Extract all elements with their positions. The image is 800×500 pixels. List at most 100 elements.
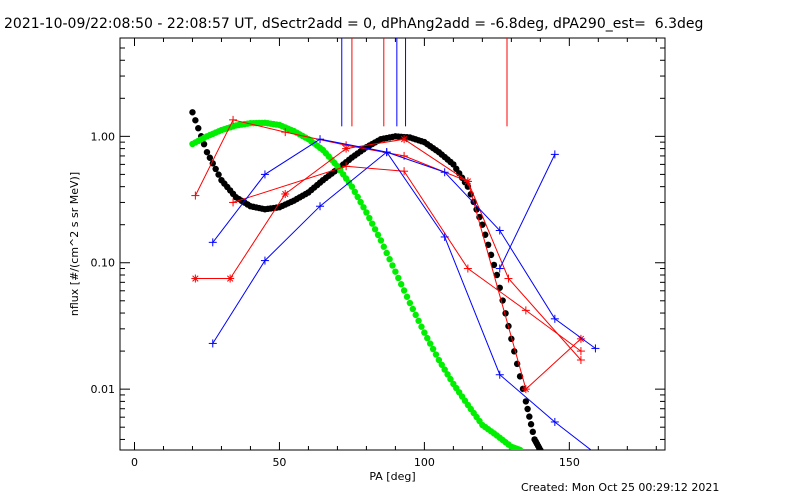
curve-dot xyxy=(366,214,373,222)
data-point xyxy=(521,385,530,394)
data-point xyxy=(521,306,530,315)
data-point xyxy=(229,115,238,124)
curve-dot xyxy=(200,140,208,148)
data-point xyxy=(463,177,472,186)
data-point xyxy=(440,232,449,241)
x-axis-label: PA [deg] xyxy=(369,470,415,483)
curve-dot xyxy=(215,171,222,178)
series-line xyxy=(499,154,556,269)
y-axis-label: nflux [#/(cm^2 s sr MeV)] xyxy=(68,172,81,316)
curve-dot xyxy=(374,231,382,239)
curve-dot xyxy=(377,237,385,244)
data-point xyxy=(260,256,269,265)
curve-dot xyxy=(206,154,214,161)
curve-dot xyxy=(360,204,367,211)
curve-dot xyxy=(406,299,414,307)
curve-dot xyxy=(421,329,428,336)
data-point xyxy=(281,128,290,137)
curve-dot xyxy=(426,340,434,347)
curve-dot xyxy=(412,311,419,319)
curve-dot xyxy=(522,398,530,405)
y-tick-label: 0.01 xyxy=(91,383,116,396)
curve-dot xyxy=(490,261,498,269)
curve-dot xyxy=(400,287,408,294)
data-point xyxy=(316,202,325,211)
curve-dot xyxy=(441,366,448,373)
curve-dot xyxy=(203,148,211,156)
data-series-6 xyxy=(495,150,559,273)
data-series-5 xyxy=(208,135,596,450)
curve-dot xyxy=(380,243,388,250)
y-tick-label: 0.10 xyxy=(91,257,116,270)
data-point xyxy=(229,198,238,207)
curve-dot xyxy=(516,446,524,450)
green-dotted-curve xyxy=(189,119,524,450)
curve-dot xyxy=(392,268,399,275)
curve-dot xyxy=(371,226,379,233)
curve-dot xyxy=(432,351,440,358)
data-point xyxy=(576,334,585,343)
data-series-2 xyxy=(191,135,585,394)
data-point xyxy=(576,347,585,356)
series-line xyxy=(212,138,592,450)
x-tick-label: 50 xyxy=(272,456,286,469)
x-tick-label: 150 xyxy=(559,456,580,469)
data-point xyxy=(495,370,504,379)
curve-dot xyxy=(212,165,219,173)
curve-dot xyxy=(195,125,202,132)
data-point xyxy=(260,170,269,179)
data-point xyxy=(576,356,585,365)
data-point xyxy=(591,344,600,353)
series-line xyxy=(195,138,582,391)
data-point xyxy=(316,135,325,144)
curve-dot xyxy=(354,193,361,201)
data-point xyxy=(191,191,200,200)
data-point xyxy=(342,162,351,171)
data-point xyxy=(208,238,217,247)
data-point xyxy=(550,150,559,159)
series-line xyxy=(194,119,582,361)
curve-dot xyxy=(424,334,431,342)
created-timestamp: Created: Mon Oct 25 00:29:12 2021 xyxy=(521,481,720,494)
y-tick-label: 1.00 xyxy=(91,130,116,143)
curve-dot xyxy=(397,281,405,288)
plot-frame xyxy=(119,37,666,451)
curve-dot xyxy=(403,293,411,300)
curve-dot xyxy=(493,271,501,279)
curve-dot xyxy=(429,345,437,353)
series-line xyxy=(232,165,582,352)
curve-dot xyxy=(369,220,376,227)
curve-dot xyxy=(389,262,396,269)
data-point xyxy=(400,167,409,176)
curve-dot xyxy=(529,428,537,436)
curve-dot xyxy=(409,305,416,313)
data-series-4 xyxy=(208,148,600,353)
curve-dot xyxy=(444,371,451,378)
curve-dot xyxy=(192,117,199,124)
curve-dot xyxy=(438,361,445,368)
curve-dot xyxy=(524,405,531,413)
curve-dot xyxy=(189,109,196,116)
data-point xyxy=(226,274,235,283)
data-point xyxy=(495,226,504,235)
curve-dot xyxy=(418,323,425,330)
curve-dot xyxy=(395,274,402,282)
curve-dot xyxy=(527,421,535,428)
data-series-3 xyxy=(229,162,585,356)
data-point xyxy=(495,264,504,273)
curve-dot xyxy=(348,183,356,190)
data-point xyxy=(440,168,449,177)
x-tick-label: 100 xyxy=(414,456,435,469)
data-point xyxy=(504,274,513,283)
curve-dot xyxy=(487,251,495,259)
curve-dot xyxy=(415,317,422,324)
data-point xyxy=(594,449,596,450)
data-point xyxy=(342,144,351,153)
data-point xyxy=(550,314,559,323)
curve-dot xyxy=(383,249,390,257)
curve-dot xyxy=(386,255,393,263)
data-point xyxy=(281,189,290,198)
curve-dot xyxy=(537,446,544,450)
curve-dot xyxy=(435,356,443,364)
